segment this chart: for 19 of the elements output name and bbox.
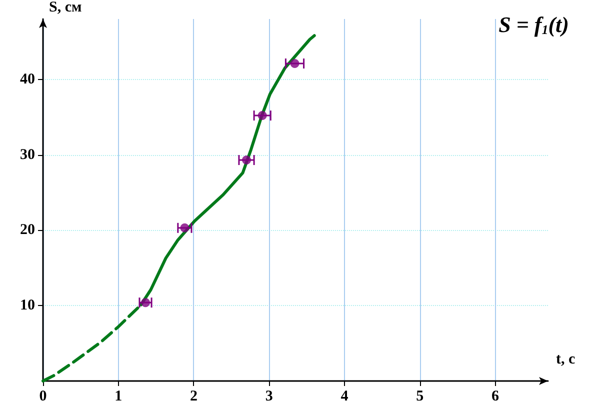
x-tick-label: 5	[416, 388, 424, 404]
x-axis-title: t, с	[556, 352, 576, 368]
y-tick-label: 10	[20, 298, 35, 314]
x-tick-label: 4	[340, 388, 349, 404]
point	[290, 59, 300, 68]
point	[258, 111, 267, 120]
y-tick-label: 30	[20, 146, 35, 163]
x-tick-label: 3	[265, 388, 273, 404]
point	[141, 298, 150, 308]
chart-title: S = f1(t)	[498, 12, 569, 37]
x-tick-label: 1	[114, 388, 122, 404]
y-axis-title: S, см	[49, 0, 82, 16]
x-tick-label: 6	[491, 388, 500, 404]
y-tick-label: 40	[20, 71, 35, 88]
point	[180, 223, 190, 232]
x-tick-label: 2	[190, 388, 198, 404]
y-tick-label: 20	[20, 222, 35, 238]
x-tick-label: 0	[39, 388, 47, 404]
point	[242, 156, 252, 165]
